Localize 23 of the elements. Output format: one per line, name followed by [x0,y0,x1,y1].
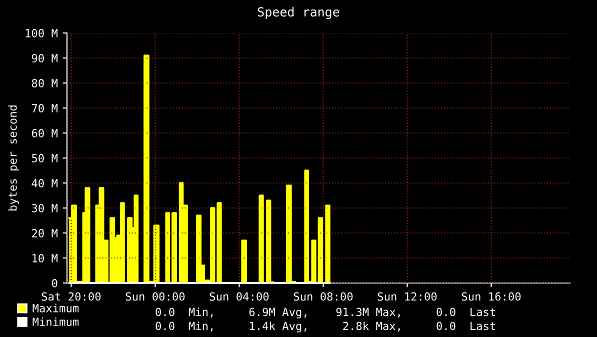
y-tick-label: 40 M [32,179,58,188]
chart-title: Speed range [258,6,340,20]
legend-label: Minimum [32,317,79,326]
y-tick-label: 10 M [32,254,58,262]
y-tick-label: 100 M [26,29,58,38]
y-tick-label: 90 M [32,54,58,62]
y-tick-label: 80 M [32,79,58,88]
x-tick-label: Sun 12:00 [378,292,437,301]
y-tick-label: 70 M [32,104,58,112]
y-tick-label: 50 M [32,154,58,162]
legend-label: Maximum [32,304,79,312]
y-axis-title: bytes per second [8,106,19,210]
y-tick-label: 30 M [32,204,58,212]
text: 0.0 Min, 6.9M Avg, 91.3M Max, 0.0 Last [156,308,496,318]
y-tick-label: 0 [52,279,58,288]
x-tick-label: Sun 08:00 [294,292,353,301]
x-tick-label: Sat 20:00 [42,292,101,301]
x-tick-label: Sun 00:00 [126,292,185,301]
x-tick-label: Sun 04:00 [210,292,269,301]
text: 0.0 Min, 1.4k Avg, 2.8k Max, 0.0 Last [156,322,496,332]
x-tick-label: Sun 16:00 [462,292,521,301]
y-tick-label: 20 M [32,229,58,238]
y-tick-label: 60 M [32,129,58,138]
